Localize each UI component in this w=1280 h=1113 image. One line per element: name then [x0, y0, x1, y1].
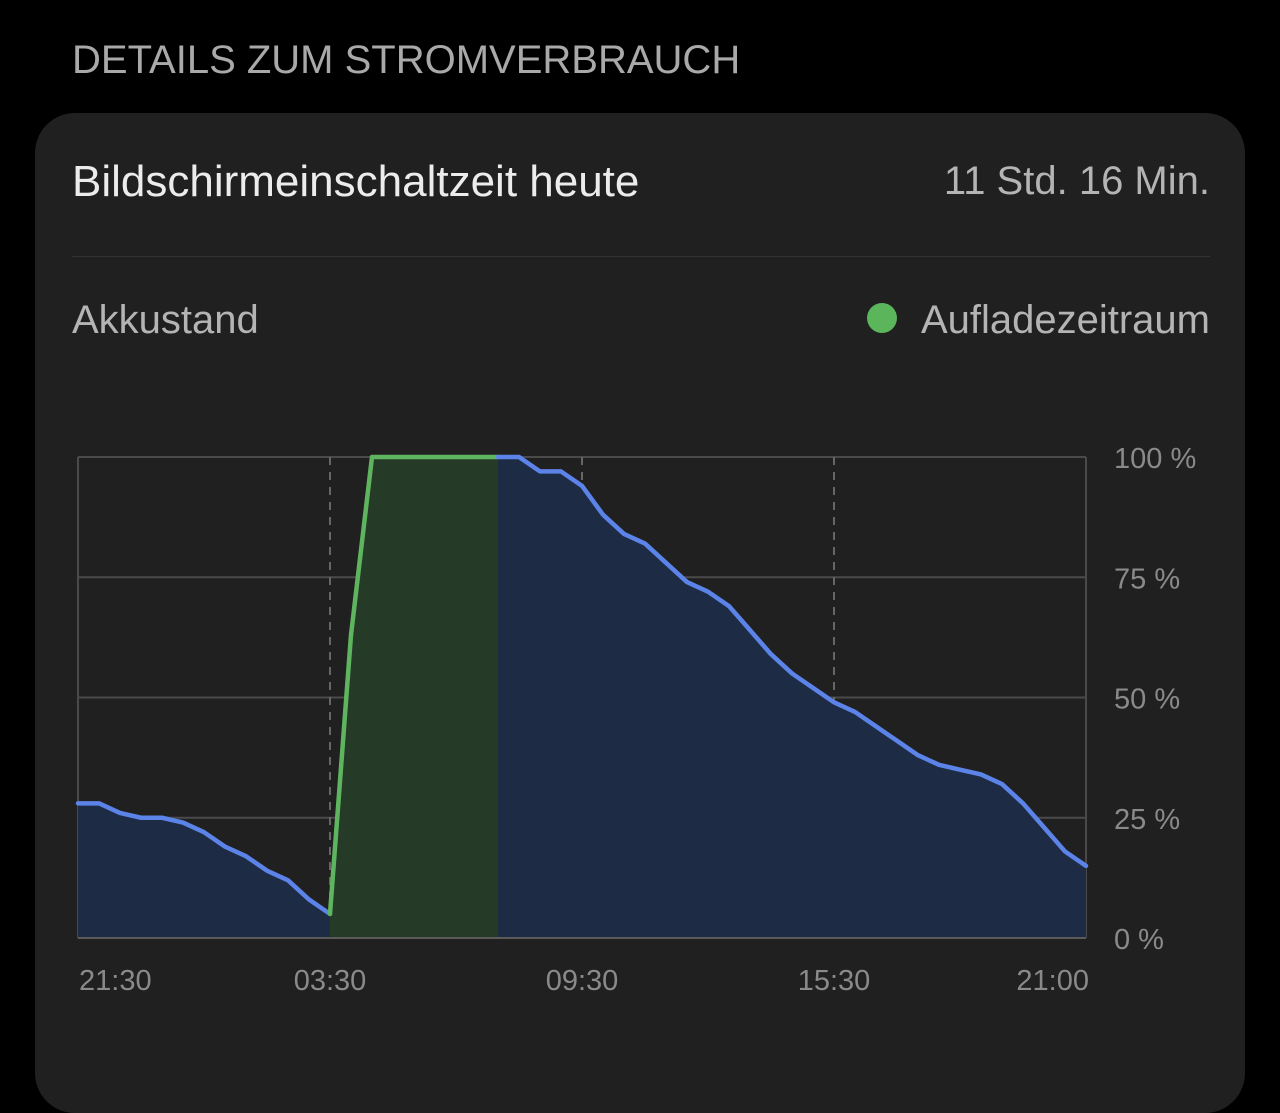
discharge-line-2 — [495, 454, 1089, 869]
discharge-line-0 — [75, 801, 333, 917]
divider — [72, 256, 1210, 257]
x-tick-label-4: 21:00 — [1016, 965, 1089, 997]
screen-time-label: Bildschirmeinschaltzeit heute — [72, 157, 640, 206]
discharge-area-0 — [78, 803, 330, 938]
screen-time-row[interactable]: Bildschirmeinschaltzeit heute 11 Std. 16… — [72, 157, 1210, 217]
battery-level-label: Akkustand — [72, 298, 259, 342]
charge-line-1 — [327, 454, 501, 917]
y-tick-label-0: 0 % — [1114, 924, 1164, 956]
discharge-area-2 — [498, 457, 1086, 938]
y-tick-label-2: 50 % — [1114, 684, 1180, 716]
x-tick-label-0: 21:30 — [79, 965, 152, 997]
section-header: DETAILS ZUM STROMVERBRAUCH — [72, 38, 741, 82]
screen-time-value: 11 Std. 16 Min. — [943, 159, 1210, 203]
chart-legend: Aufladezeitraum — [866, 298, 1210, 348]
y-tick-label-1: 25 % — [1114, 804, 1180, 836]
y-tick-label-3: 75 % — [1114, 563, 1180, 595]
y-tick-label-4: 100 % — [1114, 443, 1196, 475]
x-tick-label-1: 03:30 — [294, 965, 367, 997]
battery-level-chart[interactable]: 0 % 25 % 50 % 75 % 100 % 21:30 03:30 09:30 15:30… — [0, 0, 1280, 1079]
charging-legend-dot-icon — [866, 302, 897, 333]
charging-legend-label: Aufladezeitraum — [920, 298, 1210, 342]
x-tick-label-3: 15:30 — [798, 965, 871, 997]
x-tick-label-2: 09:30 — [546, 965, 619, 997]
charge-area-1 — [330, 457, 498, 938]
